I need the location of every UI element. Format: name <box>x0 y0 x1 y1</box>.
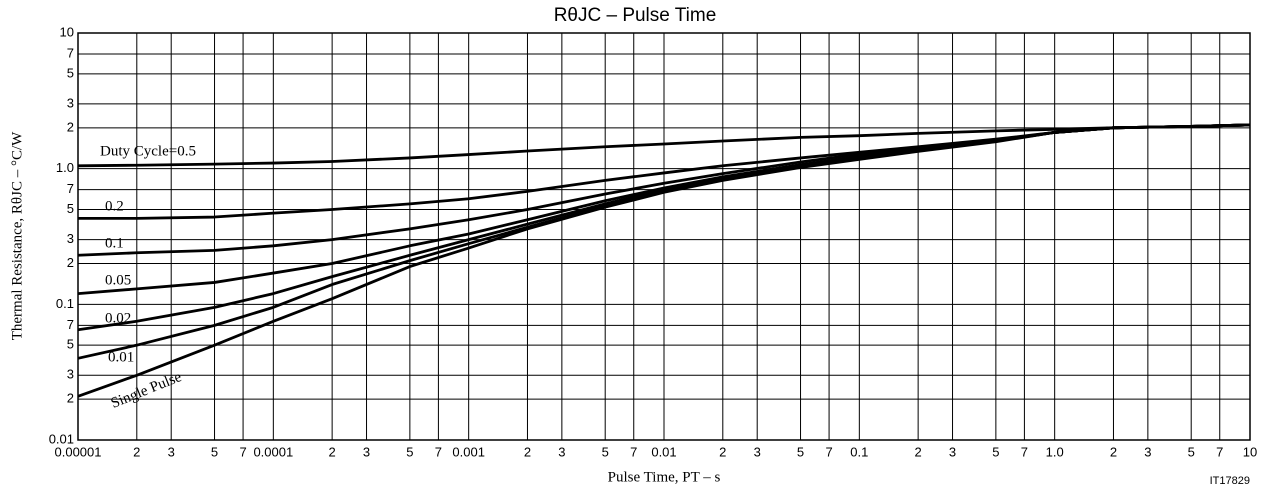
y-tick-label: 3 <box>67 95 74 110</box>
series-label: 0.1 <box>105 235 124 251</box>
x-tick-label: 5 <box>992 444 999 459</box>
y-tick-label: 10 <box>60 24 74 39</box>
y-tick-label: 3 <box>67 231 74 246</box>
x-tick-label: 10 <box>1243 444 1257 459</box>
x-tick-label: 5 <box>406 444 413 459</box>
x-tick-label: 5 <box>1188 444 1195 459</box>
y-tick-label: 2 <box>67 255 74 270</box>
y-tick-label: 7 <box>67 317 74 332</box>
x-tick-label: 2 <box>524 444 531 459</box>
y-tick-label: 0.1 <box>56 296 74 311</box>
x-tick-label: 7 <box>630 444 637 459</box>
x-tick-label: 3 <box>754 444 761 459</box>
y-tick-label: 7 <box>67 45 74 60</box>
x-tick-label: 3 <box>363 444 370 459</box>
x-tick-label: 1.0 <box>1046 444 1064 459</box>
x-tick-label: 7 <box>435 444 442 459</box>
x-tick-label: 7 <box>239 444 246 459</box>
x-tick-label: 2 <box>1110 444 1117 459</box>
x-tick-label: 2 <box>133 444 140 459</box>
x-tick-label: 3 <box>558 444 565 459</box>
x-tick-label: 2 <box>915 444 922 459</box>
x-tick-label: 7 <box>1216 444 1223 459</box>
y-tick-label: 2 <box>67 119 74 134</box>
y-tick-label: 5 <box>67 201 74 216</box>
x-axis-label: Pulse Time, PT – s <box>608 469 721 485</box>
series-label: 0.05 <box>105 272 131 288</box>
x-tick-label: 5 <box>797 444 804 459</box>
series-label: Duty Cycle=0.5 <box>100 143 196 159</box>
x-tick-label: 7 <box>1021 444 1028 459</box>
y-axis-label: Thermal Resistance, RθJC – °C/W <box>9 131 25 340</box>
plot-frame <box>77 32 1251 441</box>
figure-code: IT17829 <box>1210 475 1250 487</box>
x-tick-label: 3 <box>949 444 956 459</box>
x-tick-label: 3 <box>1144 444 1151 459</box>
series-line <box>77 123 1251 398</box>
series-label: 0.2 <box>105 198 124 214</box>
x-tick-label: 2 <box>719 444 726 459</box>
y-tick-label: 1.0 <box>56 160 74 175</box>
x-tick-label: 0.01 <box>651 444 676 459</box>
x-tick-label: 5 <box>211 444 218 459</box>
x-tick-label: 3 <box>168 444 175 459</box>
x-tick-label: 2 <box>329 444 336 459</box>
x-tick-label: 5 <box>602 444 609 459</box>
y-tick-label: 5 <box>67 337 74 352</box>
y-tick-label: 7 <box>67 181 74 196</box>
x-tick-label: 7 <box>825 444 832 459</box>
chart-title: RθJC – Pulse Time <box>554 5 717 26</box>
x-tick-label: 0.001 <box>452 444 485 459</box>
series-label: 0.02 <box>105 310 131 326</box>
y-tick-label: 3 <box>67 367 74 382</box>
y-tick-label: 0.01 <box>49 431 74 446</box>
x-tick-label: 0.1 <box>850 444 868 459</box>
series-line <box>77 123 1251 168</box>
x-tick-label: 0.0001 <box>253 444 293 459</box>
y-tick-label: 5 <box>67 65 74 80</box>
y-tick-label: 2 <box>67 391 74 406</box>
x-tick-label: 0.00001 <box>55 444 102 459</box>
series-label: 0.01 <box>108 349 134 365</box>
